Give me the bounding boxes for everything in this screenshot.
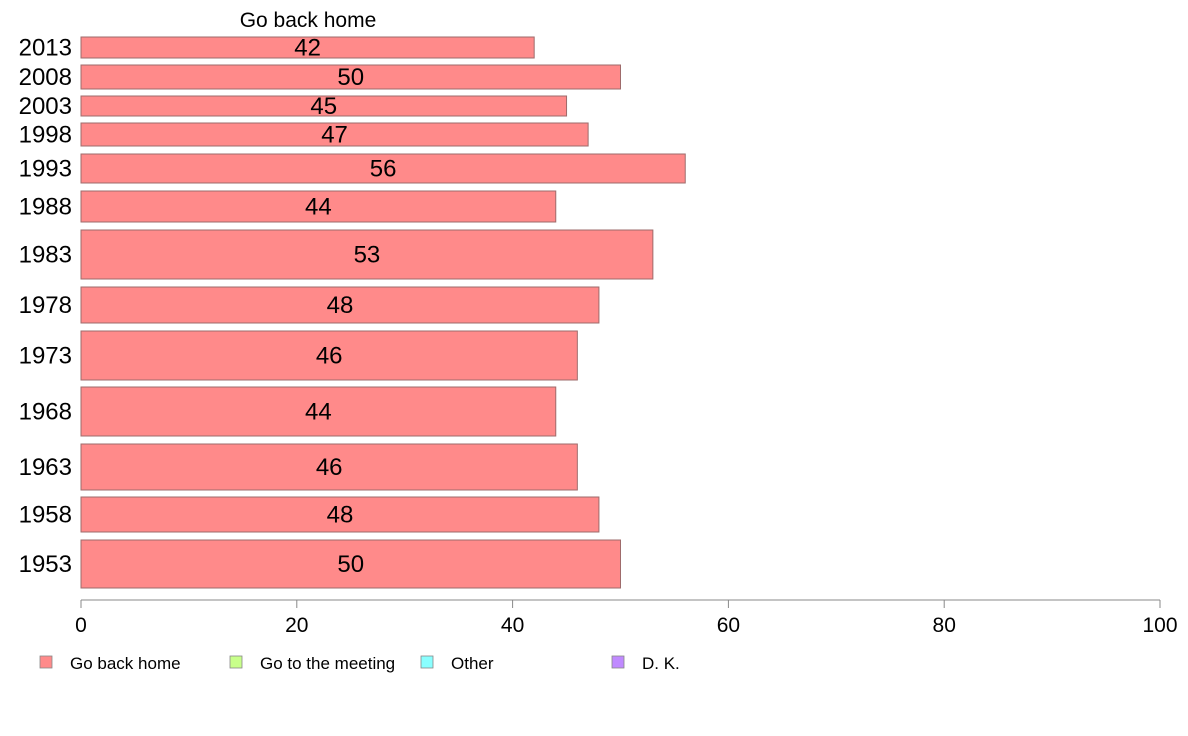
bar-value-label-1973: 46 (316, 343, 343, 370)
chart-title: Go back home (240, 9, 377, 32)
legend-label-other: Other (451, 654, 494, 673)
bar-value-label-1998: 47 (321, 122, 348, 149)
bar-value-label-1983: 53 (354, 242, 381, 269)
bar-1963 (80, 443, 578, 491)
bar-1968 (80, 386, 557, 437)
x-tick-label-100: 100 (1142, 614, 1177, 637)
legend-label-go-back-home: Go back home (70, 654, 181, 673)
bar-value-label-1978: 48 (327, 292, 354, 319)
bar-value-label-1953: 50 (337, 551, 364, 578)
bar-value-label-1968: 44 (305, 399, 332, 426)
x-tick-label-80: 80 (933, 614, 956, 637)
bar-1983 (80, 229, 654, 280)
bar-1973 (80, 330, 578, 381)
legend-swatch-go-back-home (39, 655, 53, 669)
bar-value-label-1963: 46 (316, 454, 343, 481)
legend-swatch-other (420, 655, 434, 669)
bar-1998 (80, 122, 589, 147)
x-tick-label-20: 20 (285, 614, 308, 637)
x-axis: 0 20 40 60 80 100 (75, 599, 1178, 637)
y-tick-label-2003: 2003 (19, 93, 72, 120)
bar-1958 (80, 496, 600, 533)
bar-1978 (80, 286, 600, 324)
y-tick-label-1958: 1958 (19, 502, 72, 529)
y-tick-label-1998: 1998 (19, 122, 72, 149)
legend-swatch-go-to-the-meeting (229, 655, 243, 669)
bar-1993 (80, 153, 686, 184)
y-tick-label-1988: 1988 (19, 194, 72, 221)
legend: Go back home Go to the meeting Other D. K. (39, 654, 680, 673)
bar-value-label-2013: 42 (294, 35, 321, 62)
x-tick-label-40: 40 (501, 614, 524, 637)
bar-2003 (80, 95, 568, 117)
bar-2013 (80, 36, 535, 59)
legend-swatch-d-k (611, 655, 625, 669)
x-tick-label-60: 60 (717, 614, 740, 637)
y-tick-label-1963: 1963 (19, 454, 72, 481)
y-tick-label-1983: 1983 (19, 242, 72, 269)
bar-1953 (80, 539, 621, 589)
y-tick-label-2008: 2008 (19, 64, 72, 91)
y-tick-label-1968: 1968 (19, 399, 72, 426)
bar-value-label-1958: 48 (327, 502, 354, 529)
legend-label-go-to-the-meeting: Go to the meeting (260, 654, 395, 673)
bar-2008 (80, 64, 621, 90)
y-tick-label-1978: 1978 (19, 292, 72, 319)
y-tick-label-1973: 1973 (19, 343, 72, 370)
y-tick-label-1993: 1993 (19, 156, 72, 183)
bar-value-label-1988: 44 (305, 194, 332, 221)
bar-value-label-1993: 56 (370, 156, 397, 183)
y-tick-label-1953: 1953 (19, 551, 72, 578)
x-tick-label-0: 0 (75, 614, 87, 637)
bar-value-label-2008: 50 (337, 64, 364, 91)
bar-value-label-2003: 45 (310, 93, 337, 120)
bar-1988 (80, 190, 557, 223)
legend-label-d-k: D. K. (642, 654, 680, 673)
y-tick-label-2013: 2013 (19, 35, 72, 62)
